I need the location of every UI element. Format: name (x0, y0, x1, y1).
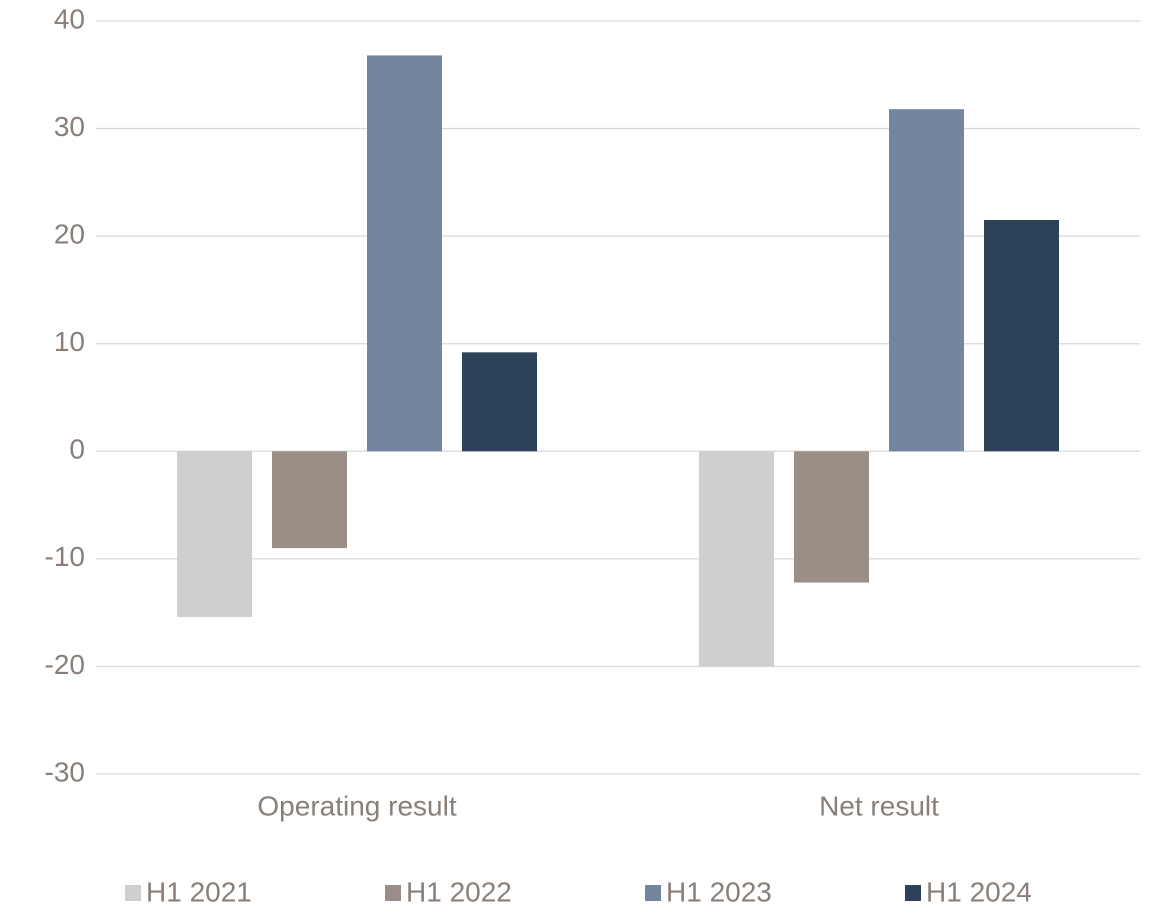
legend-swatch (905, 885, 921, 901)
y-tick-label: 10 (54, 326, 85, 357)
y-tick-label: -20 (45, 649, 85, 680)
x-tick-label: Net result (819, 790, 939, 821)
legend-label: H1 2022 (406, 876, 512, 907)
bar (889, 109, 964, 452)
y-tick-label: -10 (45, 541, 85, 572)
legend-label: H1 2021 (146, 876, 252, 907)
y-tick-label: -30 (45, 756, 85, 787)
bar (794, 451, 869, 583)
y-tick-label: 20 (54, 219, 85, 250)
bar (984, 220, 1059, 452)
y-tick-label: 30 (54, 111, 85, 142)
bar (699, 451, 774, 667)
legend-swatch (385, 885, 401, 901)
y-tick-label: 0 (69, 434, 85, 465)
legend-label: H1 2024 (926, 876, 1032, 907)
bar (462, 352, 537, 452)
x-tick-label: Operating result (257, 790, 456, 821)
legend-swatch (125, 885, 141, 901)
legend-swatch (645, 885, 661, 901)
bar (272, 451, 347, 549)
y-tick-label: 40 (54, 3, 85, 34)
bar (367, 55, 442, 452)
bar (177, 451, 252, 617)
legend-label: H1 2023 (666, 876, 772, 907)
